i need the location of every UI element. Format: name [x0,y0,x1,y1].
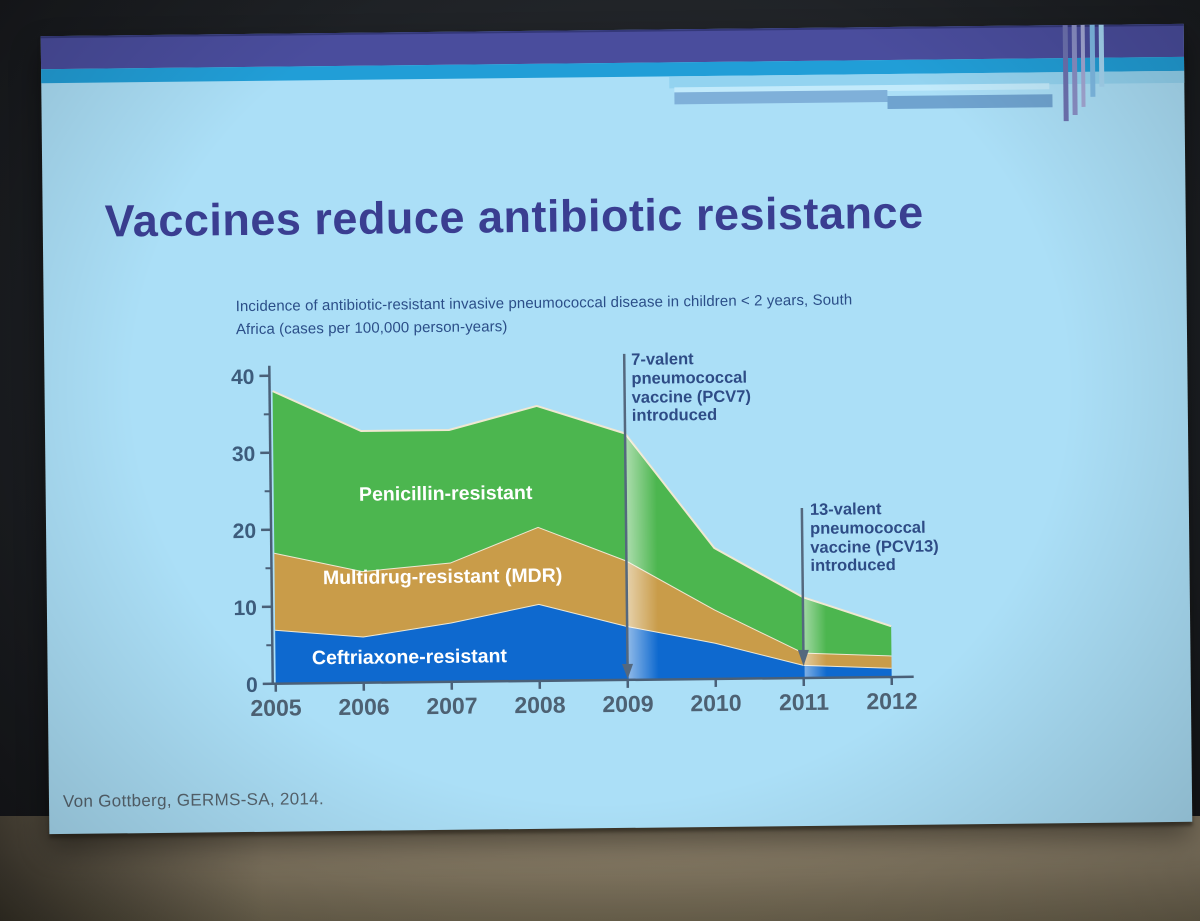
vaccine-arrow-head [622,663,634,679]
x-tick-label: 2007 [426,693,477,720]
y-tick-label: 10 [233,597,257,620]
x-tick-label: 2010 [690,690,741,717]
x-tick-label: 2012 [866,688,917,715]
header-band-step2 [887,94,1053,110]
area-1 [274,526,892,668]
y-tick-label: 20 [233,520,257,543]
header-edge-stripes [1062,24,1124,125]
stacked-area-chart: 0 10 20 30 40 2005 2006 2007 2008 2009 2010 2011 201… [194,344,958,732]
slide-title: Vaccines reduce antibiotic resistance [104,186,924,247]
x-tick-label: 2005 [250,694,302,721]
projected-slide: Vaccines reduce antibiotic resistance In… [40,23,1193,835]
x-tick-label: 2011 [779,689,829,716]
wall-below-screen [0,816,1200,921]
annotation-pcv13: 13-valent pneumococcal vaccine (PCV13) i… [809,500,939,576]
source-citation: Von Gottberg, GERMS-SA, 2014. [62,789,325,812]
chart-subtitle: Incidence of antibiotic-resistant invasi… [236,288,978,341]
y-tick-label: 0 [246,674,258,697]
series-label: Multidrug-resistant (MDR) [323,565,563,590]
x-tick-label: 2006 [338,693,389,720]
y-tick-label: 30 [232,443,256,466]
header-band-step1 [674,90,888,105]
area-2 [272,391,892,656]
y-tick-label: 40 [231,366,255,389]
vaccine-arrow-head [797,649,809,666]
x-axis [271,675,914,685]
annotation-pcv7: 7-valent pneumococcal vaccine (PCV7) int… [631,350,751,426]
vaccine-arrow-line [622,353,629,664]
y-axis [268,365,274,685]
series-label: Penicillin-resistant [359,482,533,506]
x-tick-label: 2008 [514,692,566,719]
series-label: Ceftriaxone-resistant [312,645,508,669]
vaccine-arrow-line [800,507,805,651]
area-outline-2 [272,390,892,628]
area-0 [275,603,892,684]
x-tick-label: 2009 [602,691,653,718]
chart-canvas: 0 10 20 30 40 2005 2006 2007 2008 2009 2010 2011 201… [231,353,918,721]
